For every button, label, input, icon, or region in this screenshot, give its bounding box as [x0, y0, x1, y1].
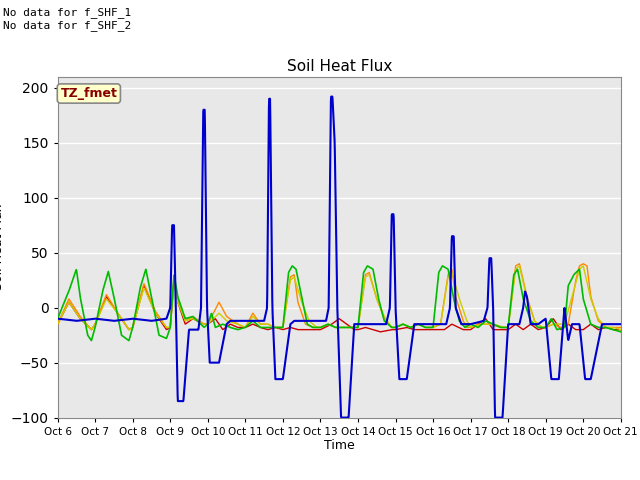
- Y-axis label: Soil Heat Flux: Soil Heat Flux: [0, 204, 5, 290]
- Text: No data for f_SHF_1
No data for f_SHF_2: No data for f_SHF_1 No data for f_SHF_2: [3, 7, 131, 31]
- Title: Soil Heat Flux: Soil Heat Flux: [287, 59, 392, 74]
- Text: TZ_fmet: TZ_fmet: [60, 87, 117, 100]
- X-axis label: Time: Time: [324, 439, 355, 453]
